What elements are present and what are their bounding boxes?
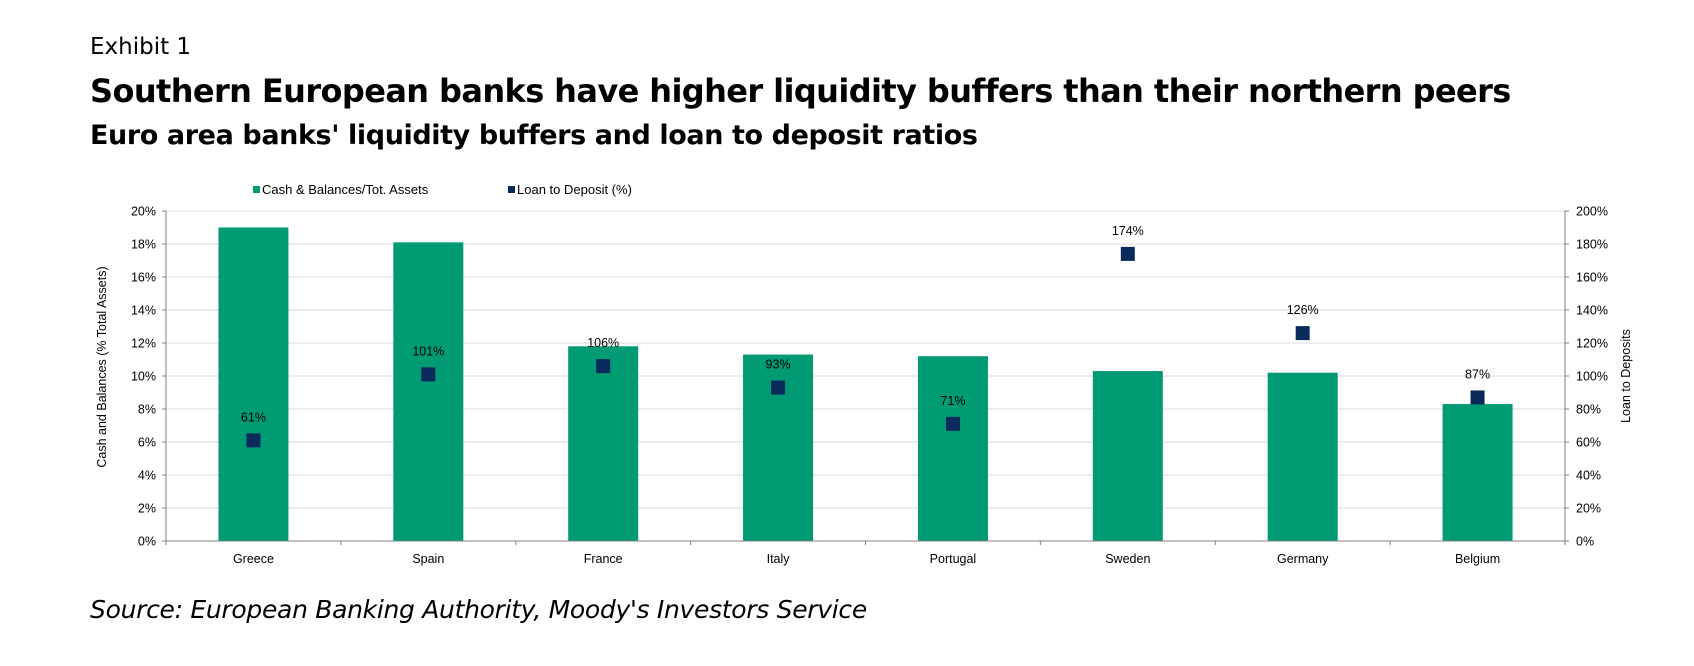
y-tick-label: 0% — [138, 535, 156, 549]
bar-series — [218, 227, 1513, 541]
y-tick-label: 12% — [131, 337, 156, 351]
legend-swatch-bars — [253, 186, 260, 193]
legend-label-markers: Loan to Deposit (%) — [517, 182, 632, 197]
data-label: 101% — [412, 344, 444, 358]
gridlines — [166, 210, 1565, 509]
x-tick-label: Greece — [233, 552, 274, 566]
bar — [218, 227, 289, 541]
source-note: Source: European Banking Authority, Mood… — [90, 595, 867, 624]
y2-tick-label: 80% — [1576, 403, 1601, 417]
y-tick-label: 4% — [138, 469, 156, 483]
data-label: 87% — [1465, 367, 1490, 381]
y-tick-label: 6% — [138, 436, 156, 450]
x-tick-label: Sweden — [1105, 552, 1150, 566]
y-tick-label: 16% — [131, 271, 156, 285]
y2-tick-label: 60% — [1576, 436, 1601, 450]
y2-tick-label: 20% — [1576, 502, 1601, 516]
y-tick-label: 18% — [131, 238, 156, 252]
y2-tick-label: 140% — [1576, 304, 1608, 318]
marker — [246, 433, 261, 448]
data-label: 106% — [587, 336, 619, 350]
y-tick-label: 8% — [138, 403, 156, 417]
marker — [1120, 246, 1135, 261]
legend-label-bars: Cash & Balances/Tot. Assets — [262, 182, 429, 197]
y2-tick-label: 40% — [1576, 469, 1601, 483]
exhibit-label: Exhibit 1 — [90, 34, 192, 60]
y-tick-label: 10% — [131, 370, 156, 384]
y-tick-label: 2% — [138, 502, 156, 516]
marker — [1295, 326, 1310, 341]
bar — [393, 242, 464, 541]
marker — [1470, 390, 1485, 405]
bar — [917, 356, 988, 541]
x-tick-label: Belgium — [1455, 552, 1500, 566]
legend-swatch-markers — [508, 186, 515, 193]
page-subtitle: Euro area banks' liquidity buffers and l… — [90, 120, 978, 151]
y2-tick-label: 0% — [1576, 535, 1594, 549]
x-tick-label: Spain — [412, 552, 444, 566]
data-label: 126% — [1287, 303, 1319, 317]
marker — [771, 380, 786, 395]
y-axis-title: Cash and Balances (% Total Assets) — [95, 266, 109, 467]
data-label: 71% — [940, 394, 965, 408]
y2-tick-label: 200% — [1576, 205, 1608, 219]
y2-tick-label: 100% — [1576, 370, 1608, 384]
data-label: 174% — [1112, 224, 1144, 238]
legend: Cash & Balances/Tot. Assets Loan to Depo… — [253, 182, 632, 197]
x-tick-label: Germany — [1277, 552, 1329, 566]
axes: 0% 2% 4% 6% 8% 10% 12% 14% 16% 18% 20% 0% 20% 40% 60% 8… — [131, 205, 1608, 567]
x-tick-label: Portugal — [930, 552, 977, 566]
x-tick-label: Italy — [767, 552, 791, 566]
marker-series: 61% 101% 106% 93% 71% 174% 126% 87% — [241, 224, 1490, 448]
data-label: 61% — [241, 410, 266, 424]
page-title: Southern European banks have higher liqu… — [90, 72, 1511, 110]
data-label: 93% — [766, 358, 791, 372]
y-tick-label: 20% — [131, 205, 156, 219]
y2-tick-label: 120% — [1576, 337, 1608, 351]
bar — [1267, 372, 1338, 541]
y2-tick-label: 160% — [1576, 271, 1608, 285]
bar — [1092, 371, 1163, 541]
bar — [1442, 404, 1513, 541]
marker — [596, 359, 611, 374]
x-tick-label: France — [584, 552, 623, 566]
bar — [568, 346, 639, 541]
marker — [945, 416, 960, 431]
marker — [421, 367, 436, 382]
y-tick-label: 14% — [131, 304, 156, 318]
y2-tick-label: 180% — [1576, 238, 1608, 252]
y2-axis-title: Loan to Deposits — [1619, 329, 1633, 423]
